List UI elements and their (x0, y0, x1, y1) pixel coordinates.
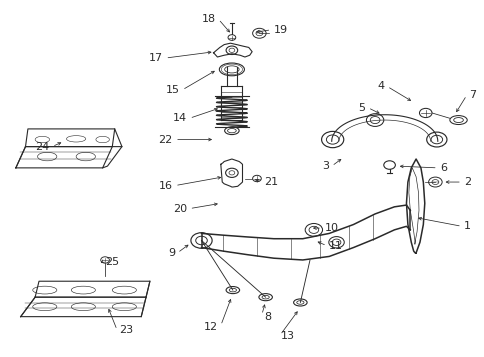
Text: 6: 6 (439, 163, 446, 173)
Text: 13: 13 (281, 331, 294, 341)
Text: 9: 9 (167, 248, 175, 258)
Text: 5: 5 (358, 103, 365, 113)
Text: 16: 16 (158, 181, 172, 191)
Text: 12: 12 (204, 322, 218, 332)
Text: 1: 1 (463, 221, 470, 231)
Text: 10: 10 (324, 223, 338, 233)
Text: 2: 2 (463, 177, 470, 187)
Text: 11: 11 (329, 241, 343, 251)
Text: 18: 18 (201, 14, 215, 24)
Text: 8: 8 (264, 312, 271, 322)
Text: 7: 7 (468, 90, 475, 100)
Text: 15: 15 (166, 85, 180, 95)
Text: 19: 19 (273, 25, 287, 35)
Text: 4: 4 (377, 81, 384, 91)
Text: 23: 23 (119, 325, 134, 335)
Text: 22: 22 (158, 135, 172, 145)
Text: 21: 21 (264, 177, 278, 187)
Text: 3: 3 (322, 161, 329, 171)
Text: 20: 20 (173, 203, 187, 213)
Text: 25: 25 (105, 257, 119, 267)
Text: 14: 14 (173, 113, 187, 123)
Text: 17: 17 (149, 53, 163, 63)
Text: 24: 24 (35, 142, 49, 152)
